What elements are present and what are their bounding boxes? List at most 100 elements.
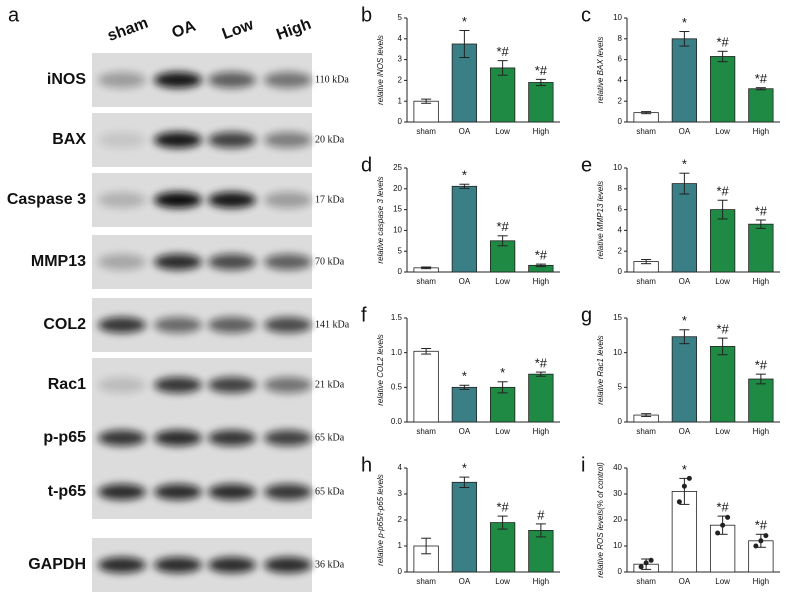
- panel-letter: b: [361, 4, 372, 26]
- error-bar: [755, 219, 766, 229]
- error-bar: [459, 384, 470, 390]
- error-bar: [497, 235, 508, 247]
- x-tick-label: Low: [495, 577, 510, 586]
- y-axis-label: relative BAX levels: [596, 37, 605, 104]
- x-tick-label: sham: [636, 427, 656, 436]
- x-tick-label: OA: [459, 127, 471, 136]
- x-tick-label: Low: [715, 427, 730, 436]
- y-tick-label: 4: [398, 463, 403, 472]
- error-bar: [679, 172, 690, 195]
- blot-band: [154, 484, 202, 500]
- protein-label: MMP13: [31, 253, 86, 270]
- significance-label: *#: [496, 500, 509, 515]
- blot-band: [264, 377, 312, 393]
- y-tick-label: 5: [398, 246, 403, 255]
- x-tick-label: sham: [416, 427, 436, 436]
- y-tick-label: 8: [618, 34, 623, 43]
- y-tick-label: 40: [613, 463, 622, 472]
- blot-band: [98, 430, 146, 446]
- y-tick-label: 8: [618, 184, 623, 193]
- x-tick-label: sham: [636, 277, 656, 286]
- x-tick-label: High: [753, 127, 769, 136]
- y-tick-label: 6: [618, 55, 623, 64]
- error-bar: [641, 111, 652, 115]
- lane-label: sham: [105, 15, 150, 45]
- x-tick-label: sham: [636, 127, 656, 136]
- error-bar: [717, 199, 728, 220]
- y-tick-label: 5: [398, 13, 403, 22]
- blot-band: [264, 72, 312, 88]
- panel-letter: a: [8, 4, 20, 26]
- panel-letter: h: [361, 454, 372, 476]
- significance-label: *#: [496, 44, 509, 59]
- y-tick-label: 15: [393, 205, 402, 214]
- panel-letter: i: [581, 454, 585, 476]
- x-tick-label: sham: [416, 127, 436, 136]
- y-tick-label: 0.0: [391, 417, 403, 426]
- blot-band: [208, 430, 256, 446]
- y-tick-label: 0: [398, 567, 403, 576]
- y-tick-label: 2: [398, 515, 403, 524]
- y-tick-label: 0: [398, 267, 403, 276]
- y-tick-label: 1: [398, 96, 403, 105]
- y-tick-label: 4: [398, 34, 403, 43]
- y-tick-label: 0.5: [391, 382, 403, 391]
- error-bar: [459, 29, 470, 59]
- bar: [451, 386, 478, 423]
- protein-label: Caspase 3: [7, 191, 86, 208]
- significance-label: #: [537, 507, 545, 522]
- blot-band: [264, 254, 312, 270]
- x-tick-label: OA: [679, 277, 691, 286]
- blot-band: [98, 72, 146, 88]
- blot-band: [154, 377, 202, 393]
- significance-label: *#: [755, 71, 768, 86]
- y-tick-label: 2: [398, 76, 403, 85]
- blot-band: [208, 254, 256, 270]
- y-tick-label: 10: [393, 226, 402, 235]
- panel-letter: c: [581, 4, 591, 26]
- blot-band: [98, 254, 146, 270]
- y-axis-label: relative Rac1 levels: [596, 335, 605, 404]
- y-axis-label: relative COL2 levels: [376, 334, 385, 406]
- x-tick-label: High: [533, 427, 549, 436]
- error-bar: [755, 87, 766, 91]
- y-tick-label: 3: [398, 489, 403, 498]
- data-point: [676, 499, 682, 505]
- y-tick-label: 15: [613, 313, 622, 322]
- significance-label: *: [462, 14, 467, 29]
- y-axis-label: relative MMP13 levels: [596, 181, 605, 259]
- x-tick-label: Low: [715, 277, 730, 286]
- blot-band: [208, 72, 256, 88]
- protein-label: iNOS: [47, 71, 86, 88]
- y-tick-label: 4: [618, 76, 623, 85]
- data-point: [763, 533, 769, 539]
- size-label: 17 kDa: [315, 194, 345, 205]
- y-tick-label: 0: [618, 417, 623, 426]
- bar: [748, 223, 774, 273]
- x-tick-label: sham: [416, 277, 436, 286]
- error-bar: [421, 348, 432, 355]
- error-bar: [717, 337, 728, 356]
- bar: [528, 82, 554, 123]
- x-tick-label: OA: [679, 127, 691, 136]
- x-tick-label: Low: [495, 427, 510, 436]
- error-bar: [535, 78, 546, 87]
- size-label: 21 kDa: [315, 379, 345, 390]
- significance-label: *#: [755, 518, 768, 533]
- blot-band: [154, 132, 202, 148]
- y-tick-label: 25: [393, 163, 402, 172]
- blot-band: [208, 132, 256, 148]
- error-bar: [755, 373, 766, 385]
- significance-label: *#: [535, 63, 548, 78]
- error-bar: [535, 263, 546, 268]
- bar: [709, 209, 736, 273]
- significance-label: *: [462, 461, 467, 476]
- significance-label: *: [462, 168, 467, 183]
- error-bar: [679, 329, 690, 345]
- protein-label: COL2: [43, 316, 86, 333]
- y-tick-label: 10: [613, 348, 622, 357]
- panel-letter: e: [581, 154, 592, 176]
- error-bar: [421, 98, 432, 104]
- blot-band: [208, 317, 256, 333]
- y-tick-label: 1.0: [391, 348, 403, 357]
